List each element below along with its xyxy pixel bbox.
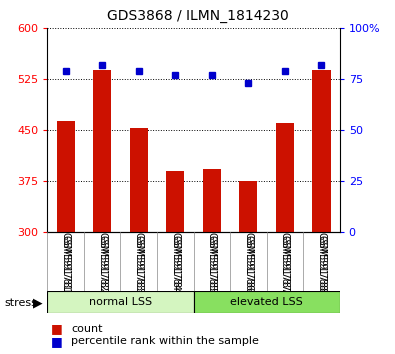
Text: ▶: ▶	[33, 296, 42, 309]
Text: GSM591787: GSM591787	[280, 232, 290, 292]
Text: GSM591785: GSM591785	[207, 232, 217, 292]
Text: stress: stress	[4, 298, 37, 308]
Text: elevated LSS: elevated LSS	[230, 297, 303, 307]
Bar	[239, 181, 258, 232]
Bar	[276, 122, 294, 232]
Bar	[93, 70, 111, 232]
Bar	[194, 291, 340, 313]
Bar	[203, 170, 221, 232]
Text: ■: ■	[51, 322, 63, 335]
Text: GSM591788: GSM591788	[316, 232, 326, 292]
Text: percentile rank within the sample: percentile rank within the sample	[71, 336, 259, 346]
Text: GDS3868 / ILMN_1814230: GDS3868 / ILMN_1814230	[107, 9, 288, 23]
Bar	[56, 121, 75, 232]
Text: GSM591784: GSM591784	[170, 232, 180, 292]
Text: normal LSS: normal LSS	[89, 297, 152, 307]
Text: GSM591786: GSM591786	[243, 232, 253, 292]
Text: GSM591782: GSM591782	[97, 232, 107, 292]
Text: count: count	[71, 324, 103, 333]
Bar	[47, 291, 194, 313]
Text: ■: ■	[51, 335, 63, 348]
Bar	[130, 128, 148, 232]
Text: GSM591781: GSM591781	[61, 232, 71, 292]
Bar	[166, 171, 184, 232]
Text: GSM591783: GSM591783	[134, 232, 144, 292]
Bar	[312, 70, 331, 232]
